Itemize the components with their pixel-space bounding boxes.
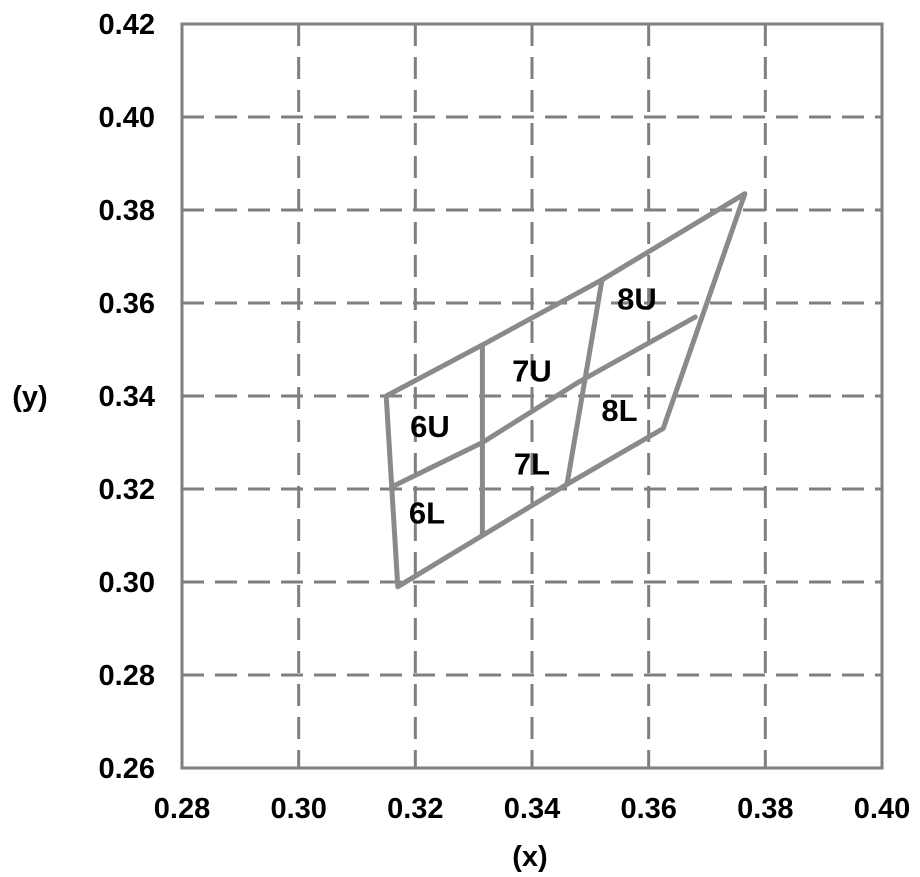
region-labels: 6U 6L 7U 7L 8U 8L <box>409 281 657 530</box>
series-line-2 <box>389 314 698 490</box>
y-tick-label: 0.40 <box>99 102 155 134</box>
y-tick-label: 0.42 <box>99 9 155 41</box>
grid-lines <box>182 24 882 768</box>
y-tick-label: 0.36 <box>99 288 155 320</box>
y-tick-label: 0.28 <box>99 660 155 692</box>
x-tick-label: 0.28 <box>154 793 210 825</box>
y-tick-label: 0.26 <box>99 753 155 785</box>
region-label-8u: 8U <box>617 281 657 316</box>
region-label-6l: 6L <box>409 495 445 530</box>
x-tick-label: 0.36 <box>620 793 676 825</box>
plot-border <box>180 22 884 770</box>
region-label-7u: 7U <box>512 353 552 388</box>
series-lines <box>383 191 748 590</box>
region-label-8l: 8L <box>601 393 637 428</box>
tick-labels: 0.28 0.30 0.32 0.34 0.36 0.38 0.40 0.26 0.28 0.30… <box>99 9 911 825</box>
x-tick-label: 0.40 <box>854 793 910 825</box>
x-tick-label: 0.30 <box>270 793 326 825</box>
series-line-4 <box>564 277 605 487</box>
y-axis-label: (y) <box>12 381 47 413</box>
y-tick-label: 0.30 <box>99 567 155 599</box>
region-label-7l: 7L <box>514 446 550 481</box>
region-label-6u: 6U <box>410 409 450 444</box>
y-tick-label: 0.34 <box>99 381 155 413</box>
x-tick-label: 0.38 <box>737 793 793 825</box>
y-tick-label: 0.38 <box>99 195 155 227</box>
y-tick-label: 0.32 <box>99 474 155 506</box>
plot-frame <box>180 22 884 770</box>
series-line-1 <box>383 191 748 590</box>
x-tick-label: 0.32 <box>387 793 443 825</box>
x-tick-label: 0.34 <box>504 793 560 825</box>
x-axis-label: (x) <box>512 841 547 873</box>
